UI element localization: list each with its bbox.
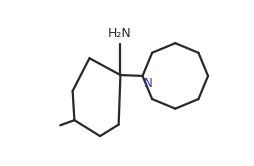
Text: N: N [143,77,152,90]
Text: H₂N: H₂N [107,27,131,40]
